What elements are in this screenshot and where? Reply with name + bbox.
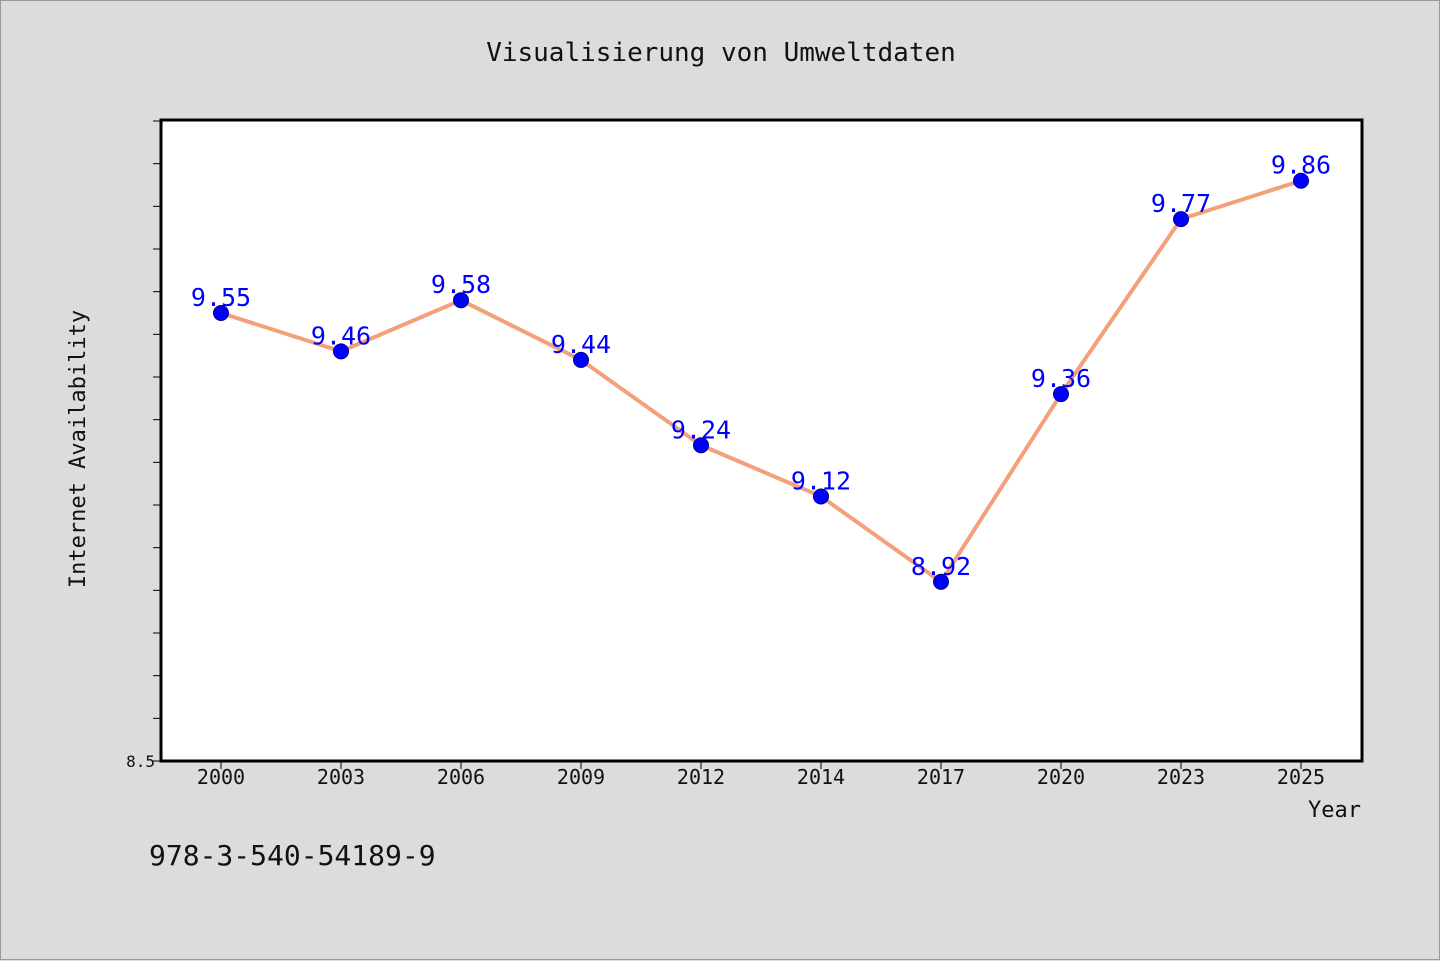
data-label: 9.12 [791,466,851,495]
x-tick-label: 2009 [557,765,605,789]
x-tick-label: 2017 [917,765,965,789]
series-line [220,178,1302,584]
y-tick-label: 8.5 [126,752,155,771]
y-axis-label: Internet Availability [66,310,91,588]
data-label: 9.44 [551,330,611,359]
x-tick-label: 2014 [797,765,845,789]
x-tick-label: 2023 [1157,765,1205,789]
chart-title: Visualisierung von Umweltdaten [486,38,956,68]
data-point [1293,172,1309,189]
x-tick-label: 2012 [677,765,725,789]
data-point [333,343,349,360]
data-label: 9.77 [1151,189,1211,218]
x-tick-label: 2006 [437,765,485,789]
data-label: 9.86 [1271,151,1331,180]
data-point [693,437,709,454]
data-point [813,488,829,505]
data-point [1173,211,1189,228]
data-point [933,573,949,590]
data-label: 9.46 [311,321,371,350]
x-axis-ticks: 2000 2003 2006 2009 2012 2014 2017 2020 2023 2025 [197,761,1325,789]
x-tick-label: 2025 [1277,765,1325,789]
data-markers [213,172,1309,590]
data-labels: 9.55 9.46 9.58 9.44 9.24 9.12 8.92 9.36 9.77 9.86 [191,151,1331,581]
data-label: 9.58 [431,270,491,299]
x-axis-label: Year [1308,798,1361,823]
x-tick-label: 2020 [1037,765,1085,789]
x-tick-label: 2000 [197,765,245,789]
plot-area [159,118,1364,763]
y-axis-ticks: 8.5 [126,120,161,771]
data-label: 8.92 [911,552,971,581]
data-label: 9.55 [191,283,251,312]
data-label: 9.24 [671,415,731,444]
data-point [1053,386,1069,403]
data-point [213,305,229,321]
data-label: 9.36 [1031,364,1091,393]
data-point [573,351,589,368]
data-point [453,292,469,309]
footer-isbn: 978-3-540-54189-9 [149,839,436,872]
x-tick-label: 2003 [317,765,365,789]
